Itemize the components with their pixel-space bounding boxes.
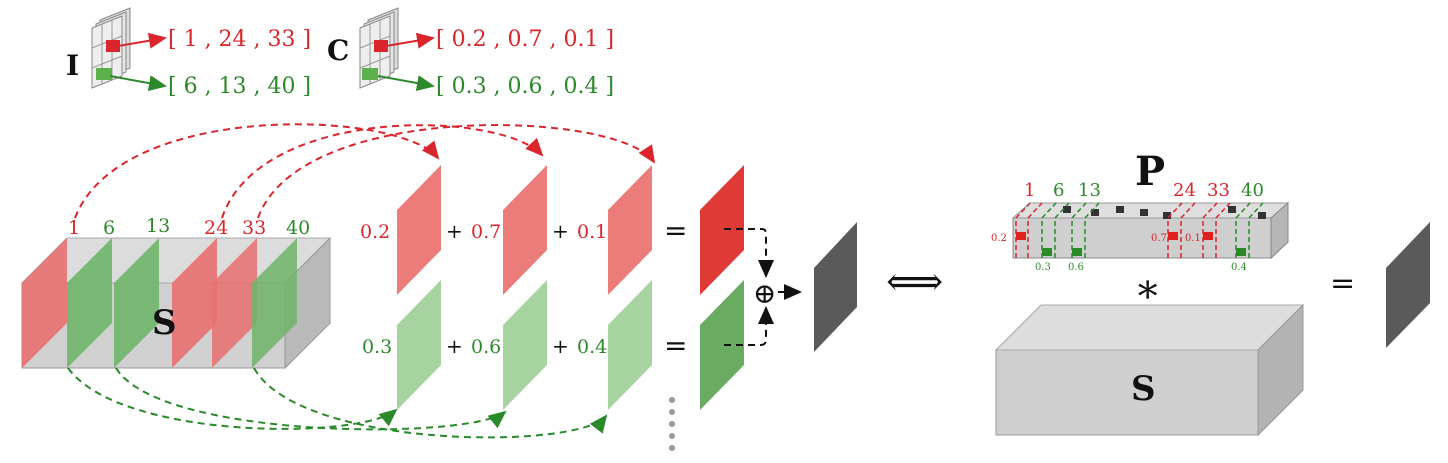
p-index-40: 40 [1241,180,1264,201]
coef-grid-icon [359,7,399,89]
equals-green: = [664,329,687,362]
slice-index-40: 40 [286,217,310,239]
red-slice-b [503,165,547,295]
right-volume: S [994,303,1305,437]
index-green-vector: [ 6 , 13 , 40 ] [168,74,311,99]
green-coef-0: 0.3 [362,336,392,358]
p-index-1: 1 [1024,180,1035,201]
green-slice-a [397,280,441,410]
p-weight-5: 0.4 [1231,262,1247,273]
continuation-dots [669,397,675,451]
slice-1 [22,238,67,368]
p-index-33: 33 [1207,180,1230,201]
p-index-13: 13 [1078,180,1101,201]
green-combination-row: 0.3 + 0.6 + 0.4 = [362,280,744,410]
left-volume-label: S [152,303,177,343]
filter-P: P [991,148,1290,273]
slice-33 [212,238,257,368]
slice-index-6: 6 [103,217,115,239]
equivalence-symbol: ⟺ [886,259,943,305]
slice-index-13: 13 [146,215,170,237]
slice-index-33: 33 [242,217,266,239]
index-red-vector: [ 1 , 24 , 33 ] [168,27,311,52]
output-slice-left [814,222,857,352]
red-combination-row: 0.2 + 0.7 + 0.1 = [360,165,744,295]
slice-index-24: 24 [204,217,228,239]
slice-13 [114,238,159,368]
coef-red-vector: [ 0.2 , 0.7 , 0.1 ] [436,27,614,52]
index-legend: I [ 1 , 24 , 33 ] [ 6 , 13 , 40 ] [66,7,311,99]
left-volume: S 1 6 13 24 33 40 [20,215,332,370]
red-coef-1: 0.7 [471,221,501,243]
green-coef-2: 0.4 [577,336,607,358]
index-grid-icon [91,7,131,89]
equals-red: = [664,214,687,247]
plus-2: + [552,219,569,243]
coef-legend: C [ 0.2 , 0.7 , 0.1 ] [ 0.3 , 0.6 , 0.4 … [327,7,614,99]
green-coef-1: 0.6 [471,336,501,358]
green-connectors [67,367,608,439]
p-weight-2: 0.1 [1185,233,1201,244]
green-sum-slice [700,280,744,410]
slice-24 [172,238,217,368]
p-index-6: 6 [1053,180,1064,201]
sum-connectors [724,228,802,346]
index-label: I [66,49,79,82]
red-sum-slice [700,165,744,295]
red-coef-2: 0.1 [577,221,607,243]
slice-40 [252,238,297,368]
output-slice-right [1386,222,1430,348]
plus-4: + [552,334,569,358]
p-weight-4: 0.6 [1068,262,1084,273]
slice-index-1: 1 [68,217,80,239]
plus-1: + [446,219,463,243]
p-weight-0: 0.2 [991,233,1007,244]
green-slice-c [608,280,652,410]
coef-label: C [327,34,349,67]
conv-symbol: ∗ [1134,266,1161,312]
red-coef-0: 0.2 [360,221,390,243]
equals-right: = [1330,266,1355,301]
right-volume-label: S [1131,369,1156,409]
coef-green-vector: [ 0.3 , 0.6 , 0.4 ] [436,74,614,99]
red-slice-a [397,165,441,295]
p-index-24: 24 [1173,180,1196,201]
red-slice-c [608,165,652,295]
p-weight-3: 0.3 [1035,262,1051,273]
p-weight-1: 0.7 [1151,233,1167,244]
filter-label: P [1135,148,1165,195]
oplus-symbol: ⊕ [753,277,776,310]
red-connectors [74,123,656,219]
green-slice-b [503,280,547,410]
plus-3: + [446,334,463,358]
slice-6 [67,238,112,368]
